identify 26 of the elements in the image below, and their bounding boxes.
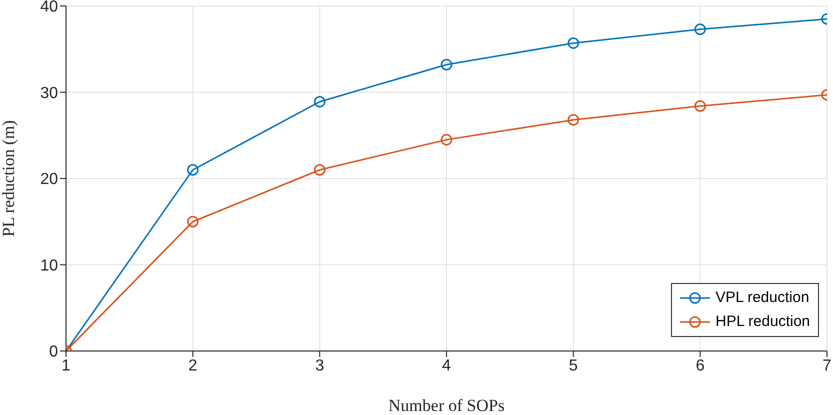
point [440,134,452,146]
x-tick-label: 1 [62,357,71,374]
point [568,114,580,126]
x-axis-title: Number of SOPs [388,396,505,415]
point [694,24,706,36]
point [187,164,199,176]
point [187,216,199,228]
point [440,58,452,70]
point [568,37,580,49]
y-tick-label: 0 [49,344,58,361]
point [314,164,326,176]
x-tick-label: 4 [442,357,452,374]
y-tick-label: 10 [40,257,58,274]
x-tick-label: 7 [822,357,832,374]
legend-label: HPL reduction [716,312,810,332]
y-axis-title: PL reduction (m) [0,120,18,237]
point [694,100,706,112]
y-tick-label: 30 [40,84,58,102]
point [314,96,326,108]
y-tick-label: 20 [40,171,58,188]
x-tick-label: 3 [315,357,324,374]
x-tick-label: 5 [568,357,578,374]
legend-label: VPL reduction [716,288,810,308]
y-tick-label: 40 [40,0,58,16]
x-tick-label: 6 [696,357,705,374]
x-tick-label: 2 [188,357,198,374]
